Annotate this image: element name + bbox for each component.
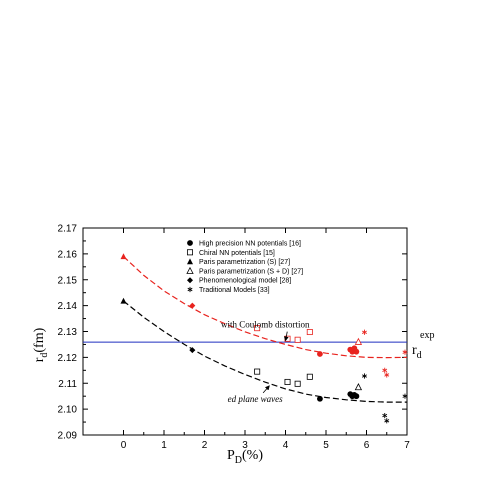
point-plane-wave-5 [306,373,313,380]
legend-label-2: Paris parametrization (S) [27] [199,259,290,266]
y-tick-label-1: 2.10 [58,405,78,416]
y-axis-label-main: r [32,357,47,362]
legend-marker-2 [187,258,193,265]
point-coulomb-14 [384,372,390,378]
point-plane-wave-14 [384,418,390,424]
legend-marker-3 [186,266,194,274]
reference-label-main: r [412,343,417,358]
x-axis-label-unit: (%) [242,448,263,463]
point-coulomb-11 [354,337,363,345]
legend-label-0: High precision NN potentials [16] [199,241,301,248]
y-tick-label-8: 2.17 [58,224,78,235]
y-tick-label-6: 2.15 [58,275,78,286]
point-plane-wave-3 [284,378,291,385]
point-coulomb-5 [306,329,313,336]
legend-marker-1 [186,249,193,256]
x-tick-label-4: 4 [283,440,289,451]
fit-curve-plane-wave [123,300,407,403]
legend-label-4: Phenomenological model [28] [199,278,291,285]
point-plane-wave-12 [361,373,367,379]
x-axis-label-main: P [227,448,235,463]
point-coulomb-15 [402,349,408,355]
point-coulomb-12 [361,329,367,335]
x-axis-label: PD(%) [227,448,263,466]
annotation-text-1: ed plane waves [228,394,283,404]
annotation-arrow-1 [262,385,270,394]
x-tick-label-7: 7 [404,440,410,451]
point-plane-wave-2 [254,368,261,375]
x-tick-label-2: 2 [202,440,208,451]
y-tick-label-5: 2.14 [58,301,78,312]
point-coulomb-4 [294,336,301,343]
x-tick-label-5: 5 [323,440,329,451]
y-axis-label: rd(fm) [32,327,50,362]
point-plane-wave-11 [354,383,363,391]
reference-line-label: rd [412,343,422,361]
point-coulomb-0 [120,253,127,260]
legend: High precision NN potentials [16] Chiral … [186,240,303,294]
point-coulomb-13 [382,367,388,373]
y-axis-label-sub: d [39,353,50,358]
point-plane-wave-0 [120,297,127,304]
point-coulomb-1 [189,302,196,309]
legend-marker-5 [187,286,193,293]
annotation-arrow-0 [283,331,289,342]
reference-label-sub: d [417,350,422,361]
x-tick-label-3: 3 [242,440,248,451]
reference-label-sup: exp [420,330,434,341]
legend-label-5: Traditional Models [33] [199,287,270,294]
x-tick-label-1: 1 [161,440,167,451]
y-tick-label-0: 2.09 [58,431,78,442]
y-tick-label-7: 2.16 [58,249,78,260]
legend-label-1: Chiral NN potentials [15] [199,250,275,257]
fit-curve-coulomb [123,256,408,359]
annotations: with Coulomb distortion ed plane waves [221,320,310,404]
annotation-text-0: with Coulomb distortion [221,320,310,330]
y-tick-label-4: 2.13 [58,327,78,338]
y-tick-label-2: 2.11 [58,379,77,390]
point-plane-wave-4 [294,380,301,387]
axis-ticks [83,227,408,436]
legend-label-3: Paris parametrization (S + D) [27] [199,268,303,275]
axis-tick-labels: 0 1 2 3 4 5 6 7 2.09 2.10 2.11 2.12 2.13 2.14 2.15 2.16… [58,224,411,452]
point-coulomb-2 [254,325,261,332]
x-tick-label-0: 0 [121,440,127,451]
legend-marker-4 [187,277,193,284]
x-tick-label-6: 6 [364,440,370,451]
legend-marker-0 [187,240,193,246]
data-points [120,253,408,424]
fit-curves [123,256,408,403]
point-plane-wave-1 [189,347,196,354]
x-axis-label-sub: D [235,455,242,466]
y-tick-label-3: 2.12 [58,353,78,364]
point-plane-wave-13 [382,412,388,419]
point-plane-wave-6 [317,395,323,402]
point-coulomb-6 [317,351,323,357]
point-coulomb-10 [353,348,360,355]
y-axis-label-unit: (fm) [32,327,47,352]
point-plane-wave-10 [353,393,360,400]
point-plane-wave-15 [402,393,408,399]
